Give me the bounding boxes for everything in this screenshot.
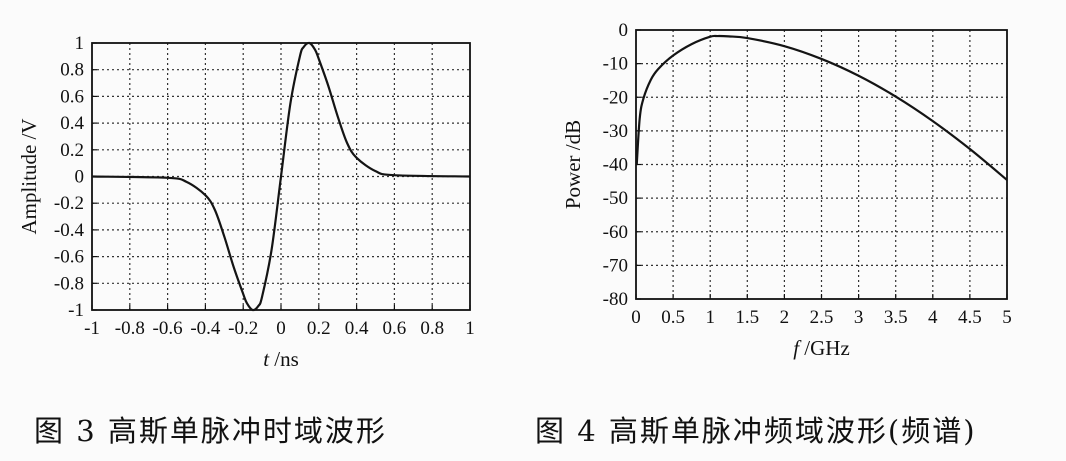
series-line (635, 34, 1008, 181)
y-tick-label: 1 (75, 33, 85, 54)
y-tick-label: 0.2 (60, 140, 84, 161)
y-axis-label: Power /dB (561, 120, 585, 209)
x-tick-label: 2 (780, 307, 790, 328)
x-tick-label: 5 (1002, 307, 1012, 328)
y-tick-label: -70 (603, 255, 628, 276)
y-tick-label: 0.4 (60, 113, 84, 134)
x-tick-label: 4.5 (958, 307, 982, 328)
y-tick-label: -0.6 (54, 247, 84, 268)
x-tick-label: -0.4 (190, 318, 221, 339)
caption-figure-3: 图 3 高斯单脉冲时域波形 (34, 414, 387, 448)
y-tick-label: -0.4 (54, 220, 85, 241)
x-tick-label: 0.5 (661, 307, 685, 328)
x-axis-label: f /GHz (793, 336, 850, 360)
x-tick-label: 0.4 (345, 318, 369, 339)
y-tick-label: 0.8 (60, 60, 84, 81)
x-axis-label: t /ns (263, 347, 299, 371)
x-tick-label: 0 (276, 318, 286, 339)
x-tick-label: 1 (465, 318, 475, 339)
y-tick-label: -80 (603, 289, 628, 310)
x-tick-label: 1.5 (735, 307, 759, 328)
x-tick-label: 3.5 (884, 307, 908, 328)
series-line (91, 41, 471, 312)
y-tick-label: -50 (603, 188, 628, 209)
y-tick-label: -30 (603, 121, 628, 142)
x-tick-label: -0.6 (153, 318, 183, 339)
y-tick-label: 0 (619, 20, 629, 41)
x-tick-label: 0.8 (420, 318, 444, 339)
x-tick-label: 0.2 (307, 318, 331, 339)
y-tick-label: -40 (603, 155, 628, 176)
x-tick-label: -0.8 (115, 318, 145, 339)
y-tick-label: 0 (75, 167, 85, 188)
y-tick-label: -20 (603, 87, 628, 108)
y-tick-label: 0.6 (60, 86, 84, 107)
y-tick-label: -60 (603, 222, 628, 243)
caption-figure-4: 图 4 高斯单脉冲频域波形(频谱) (535, 414, 977, 448)
x-tick-label: 0.6 (383, 318, 407, 339)
x-tick-label: -1 (84, 318, 100, 339)
x-tick-label: 4 (928, 307, 938, 328)
y-tick-label: -0.2 (54, 193, 84, 214)
y-tick-label: -0.8 (54, 273, 84, 294)
y-tick-label: -1 (68, 300, 84, 321)
x-tick-label: 3 (854, 307, 864, 328)
x-tick-label: -0.2 (228, 318, 258, 339)
x-tick-label: 1 (705, 307, 715, 328)
x-tick-label: 0 (631, 307, 641, 328)
x-tick-label: 2.5 (810, 307, 834, 328)
y-tick-label: -10 (603, 54, 628, 75)
y-axis-label: Amplitude /V (17, 118, 41, 234)
